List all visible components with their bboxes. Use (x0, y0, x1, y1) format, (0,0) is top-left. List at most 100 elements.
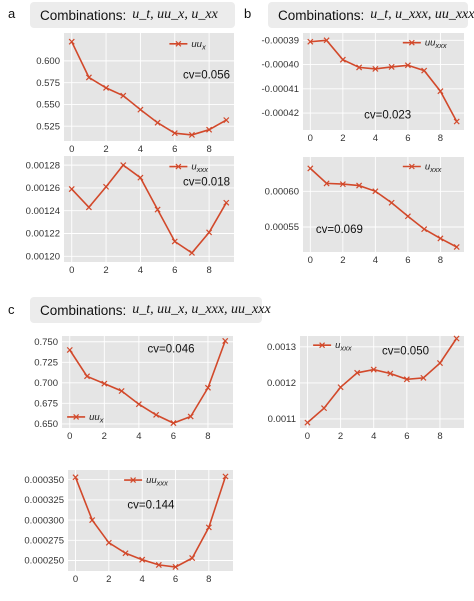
legend: uxxx (402, 162, 442, 174)
x-tick-label: 6 (404, 431, 409, 442)
y-tick-label: -0.00041 (261, 84, 299, 95)
y-tick-label: 0.00055 (265, 222, 299, 233)
panel-letter-c: c (8, 302, 15, 317)
data-point (307, 165, 314, 172)
x-tick-label: 2 (106, 574, 111, 585)
data-point (337, 384, 344, 391)
x-tick-label: 6 (173, 574, 178, 585)
data-point (421, 67, 428, 74)
combination-title-c: Combinations: u_t, uu_x, u_xxx, uu_xxx (30, 297, 271, 323)
data-point (223, 117, 230, 124)
data-point (404, 62, 411, 69)
cv-annotation: cv=0.046 (148, 344, 195, 356)
data-point (188, 249, 195, 256)
series-line (69, 340, 226, 424)
data-point (204, 384, 211, 391)
data-point (66, 346, 73, 353)
data-point (205, 524, 212, 531)
data-point (222, 337, 229, 344)
data-point (105, 539, 112, 546)
data-point (103, 183, 110, 190)
x-tick-label: 4 (371, 431, 376, 442)
data-point (172, 563, 179, 570)
data-point (320, 405, 328, 412)
y-tick-label: 0.00120 (26, 252, 60, 263)
data-point (122, 550, 129, 557)
data-point (453, 118, 460, 125)
data-point (154, 119, 161, 126)
data-point (403, 376, 410, 383)
plot-area (64, 33, 234, 141)
legend-label: uux (191, 39, 206, 52)
cv-annotation: cv=0.050 (382, 345, 429, 357)
data-point (101, 380, 108, 387)
cv-annotation: cv=0.018 (183, 177, 230, 189)
data-point (68, 186, 75, 193)
y-tick-label: 0.575 (36, 78, 60, 89)
x-tick-label: 6 (172, 265, 177, 276)
y-tick-label: 0.550 (36, 100, 60, 111)
series-line (309, 167, 458, 248)
legend: uuxxx (124, 475, 168, 488)
plot-area (64, 156, 234, 262)
plot-area (300, 336, 464, 428)
data-point (307, 38, 314, 45)
y-tick-label: 0.000250 (24, 556, 64, 567)
x-tick-label: 0 (69, 265, 74, 276)
x-tick-label: 4 (136, 431, 141, 442)
data-point (171, 238, 178, 245)
data-point (436, 360, 444, 367)
data-point (135, 401, 142, 408)
data-point (372, 188, 379, 195)
cv-annotation: cv=0.144 (127, 499, 175, 511)
y-tick-label: 0.000300 (24, 515, 64, 526)
data-point (72, 474, 79, 481)
x-tick-label: 2 (103, 265, 108, 276)
y-tick-label: 0.750 (34, 337, 58, 348)
combination-terms: u_t, uu_x, u_xx (132, 7, 218, 22)
combination-terms: u_t, u_xxx, uu_xxx (370, 7, 474, 22)
x-tick-label: 8 (206, 574, 211, 585)
legend: uux (169, 39, 206, 52)
x-tick-label: 8 (437, 431, 442, 442)
y-tick-label: 0.00060 (265, 186, 299, 197)
y-tick-label: 0.675 (34, 399, 58, 410)
data-point (453, 243, 460, 251)
x-tick-label: 8 (206, 265, 211, 276)
combination-title-a: Combinations: u_t, uu_x, u_xx (30, 2, 235, 28)
combination-label: Combinations: (278, 7, 365, 23)
x-tick-label: 4 (138, 265, 143, 276)
y-tick-label: 0.00126 (26, 183, 60, 194)
data-point (421, 226, 428, 233)
combination-terms: u_t, uu_x, u_xxx, uu_xxx (132, 302, 271, 317)
data-point (155, 561, 162, 568)
cv-annotation: cv=0.023 (364, 109, 411, 121)
cv-annotation: cv=0.056 (183, 69, 230, 81)
data-point (304, 419, 311, 426)
legend-label: uxxx (191, 162, 208, 175)
data-point (388, 63, 395, 70)
data-point (137, 174, 144, 181)
x-tick-label: 0 (308, 133, 313, 144)
data-point (223, 199, 230, 206)
data-point (187, 413, 194, 420)
data-point (339, 56, 346, 63)
x-tick-label: 8 (205, 431, 210, 442)
combination-label: Combinations: (40, 7, 127, 23)
data-point (137, 106, 144, 113)
x-tick-label: 4 (373, 255, 378, 266)
x-tick-label: 4 (140, 574, 145, 585)
data-point (188, 131, 195, 138)
y-tick-label: 0.525 (36, 121, 60, 132)
cv-annotation: cv=0.069 (316, 224, 363, 236)
series-line (310, 39, 458, 122)
y-tick-label: 0.600 (36, 56, 60, 67)
x-tick-label: 2 (340, 255, 345, 266)
data-point (206, 229, 213, 236)
data-point (356, 182, 363, 189)
data-point (118, 388, 125, 395)
data-point (206, 126, 213, 133)
